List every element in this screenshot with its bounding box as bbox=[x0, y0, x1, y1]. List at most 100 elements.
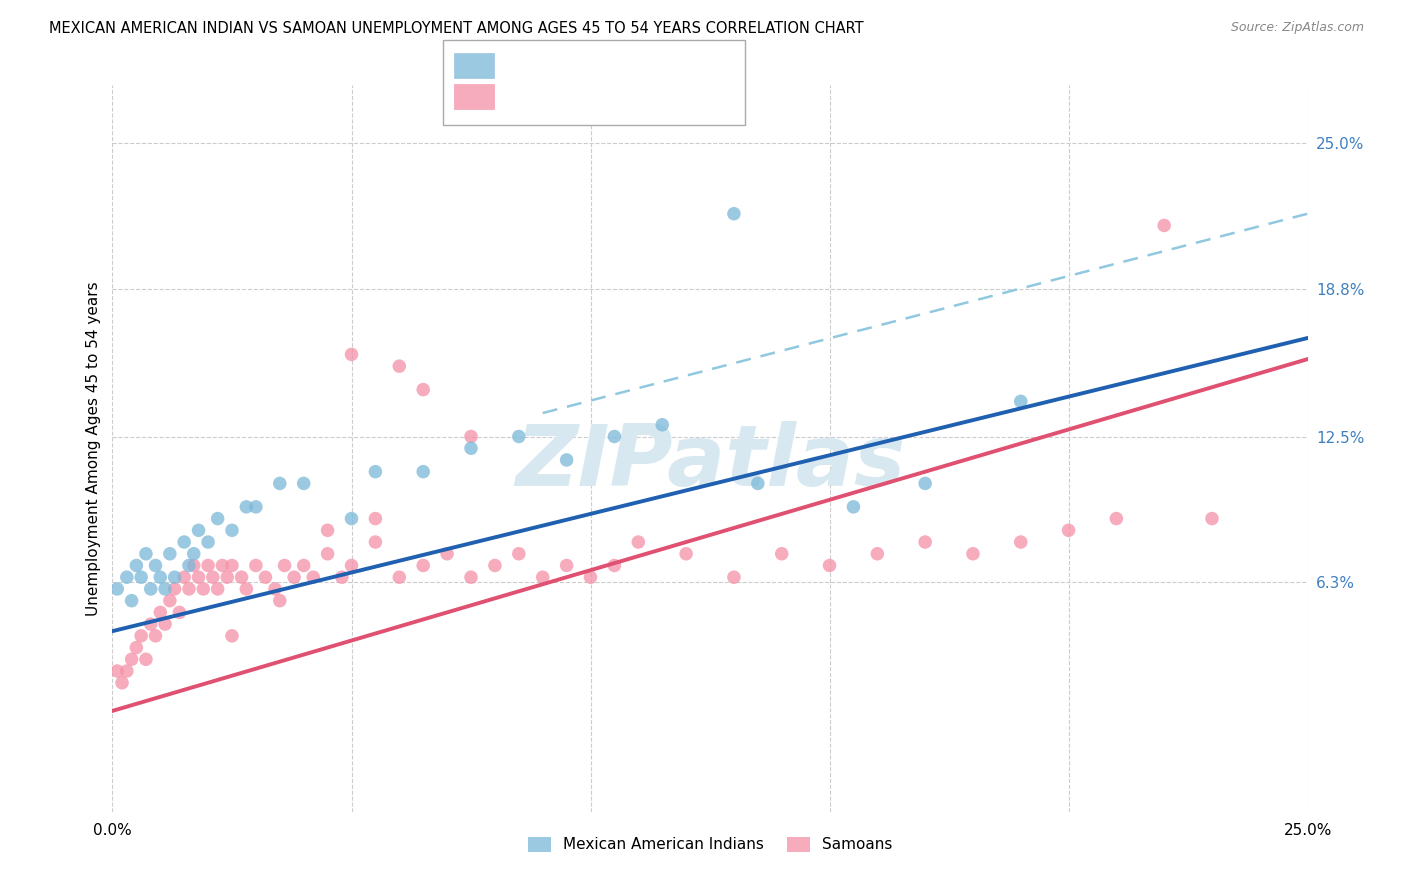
Point bbox=[125, 640, 148, 655]
Point bbox=[129, 629, 152, 643]
Point bbox=[364, 511, 387, 525]
Point bbox=[364, 465, 387, 479]
Point bbox=[269, 476, 291, 491]
Point bbox=[555, 558, 578, 573]
Point bbox=[914, 535, 936, 549]
Point bbox=[1153, 219, 1175, 233]
Point bbox=[1057, 524, 1080, 538]
Point bbox=[254, 570, 277, 584]
Point bbox=[603, 429, 626, 443]
Point bbox=[193, 582, 215, 596]
Point bbox=[129, 570, 152, 584]
Point bbox=[484, 558, 506, 573]
Point bbox=[962, 547, 984, 561]
Point bbox=[579, 570, 602, 584]
Legend: Mexican American Indians, Samoans: Mexican American Indians, Samoans bbox=[522, 830, 898, 859]
Text: R =: R = bbox=[505, 58, 536, 72]
Point bbox=[183, 558, 205, 573]
Point bbox=[207, 582, 229, 596]
Point bbox=[292, 558, 315, 573]
Text: MEXICAN AMERICAN INDIAN VS SAMOAN UNEMPLOYMENT AMONG AGES 45 TO 54 YEARS CORRELA: MEXICAN AMERICAN INDIAN VS SAMOAN UNEMPL… bbox=[49, 21, 863, 36]
Point bbox=[818, 558, 841, 573]
Text: N =: N = bbox=[583, 58, 626, 72]
Point bbox=[723, 570, 745, 584]
Point bbox=[115, 570, 138, 584]
Point bbox=[177, 558, 200, 573]
Point bbox=[163, 582, 186, 596]
Point bbox=[121, 652, 143, 666]
Point bbox=[163, 570, 186, 584]
Point bbox=[340, 511, 363, 525]
Text: 69: 69 bbox=[626, 89, 645, 103]
Point bbox=[135, 652, 157, 666]
Point bbox=[145, 629, 167, 643]
Point bbox=[1010, 394, 1032, 409]
Point bbox=[412, 558, 434, 573]
Point bbox=[269, 593, 291, 607]
Point bbox=[273, 558, 295, 573]
Point bbox=[412, 465, 434, 479]
Point bbox=[302, 570, 325, 584]
Point bbox=[207, 511, 229, 525]
Point bbox=[747, 476, 769, 491]
Point bbox=[627, 535, 650, 549]
Point bbox=[125, 558, 148, 573]
Point bbox=[388, 359, 411, 373]
Point bbox=[159, 547, 181, 561]
Point bbox=[460, 570, 482, 584]
Point bbox=[135, 547, 157, 561]
Point bbox=[264, 582, 287, 596]
Point bbox=[316, 524, 339, 538]
Point bbox=[197, 535, 219, 549]
Point bbox=[283, 570, 305, 584]
Point bbox=[340, 558, 363, 573]
Point bbox=[245, 558, 267, 573]
Point bbox=[169, 606, 191, 620]
Point bbox=[436, 547, 458, 561]
Point bbox=[651, 417, 673, 432]
Point bbox=[139, 582, 162, 596]
Point bbox=[221, 558, 243, 573]
Point bbox=[145, 558, 167, 573]
Text: 0.629: 0.629 bbox=[533, 89, 579, 103]
Point bbox=[603, 558, 626, 573]
Point bbox=[866, 547, 889, 561]
Point bbox=[555, 453, 578, 467]
Point bbox=[460, 442, 482, 456]
Point bbox=[235, 500, 257, 514]
Point bbox=[197, 558, 219, 573]
Point bbox=[340, 347, 363, 361]
Point bbox=[177, 582, 200, 596]
Point bbox=[675, 547, 697, 561]
Point bbox=[115, 664, 138, 678]
Point bbox=[292, 476, 315, 491]
Point bbox=[330, 570, 353, 584]
Point bbox=[121, 593, 143, 607]
Point bbox=[149, 606, 172, 620]
Point bbox=[153, 582, 176, 596]
Point bbox=[842, 500, 865, 514]
Point bbox=[105, 664, 128, 678]
Point bbox=[153, 617, 176, 632]
Point bbox=[111, 675, 134, 690]
Point bbox=[412, 383, 434, 397]
Point bbox=[388, 570, 411, 584]
Point bbox=[460, 429, 482, 443]
Point bbox=[231, 570, 253, 584]
Point bbox=[914, 476, 936, 491]
Point bbox=[187, 570, 209, 584]
Point bbox=[508, 547, 530, 561]
Point bbox=[1201, 511, 1223, 525]
Point bbox=[173, 535, 195, 549]
Y-axis label: Unemployment Among Ages 45 to 54 years: Unemployment Among Ages 45 to 54 years bbox=[86, 281, 101, 615]
Point bbox=[201, 570, 224, 584]
Text: 36: 36 bbox=[626, 58, 645, 72]
Point bbox=[531, 570, 554, 584]
Point bbox=[1105, 511, 1128, 525]
Point bbox=[316, 547, 339, 561]
Point bbox=[159, 593, 181, 607]
Point bbox=[770, 547, 793, 561]
Text: ZIPatlas: ZIPatlas bbox=[515, 421, 905, 504]
Point bbox=[139, 617, 162, 632]
Point bbox=[221, 629, 243, 643]
